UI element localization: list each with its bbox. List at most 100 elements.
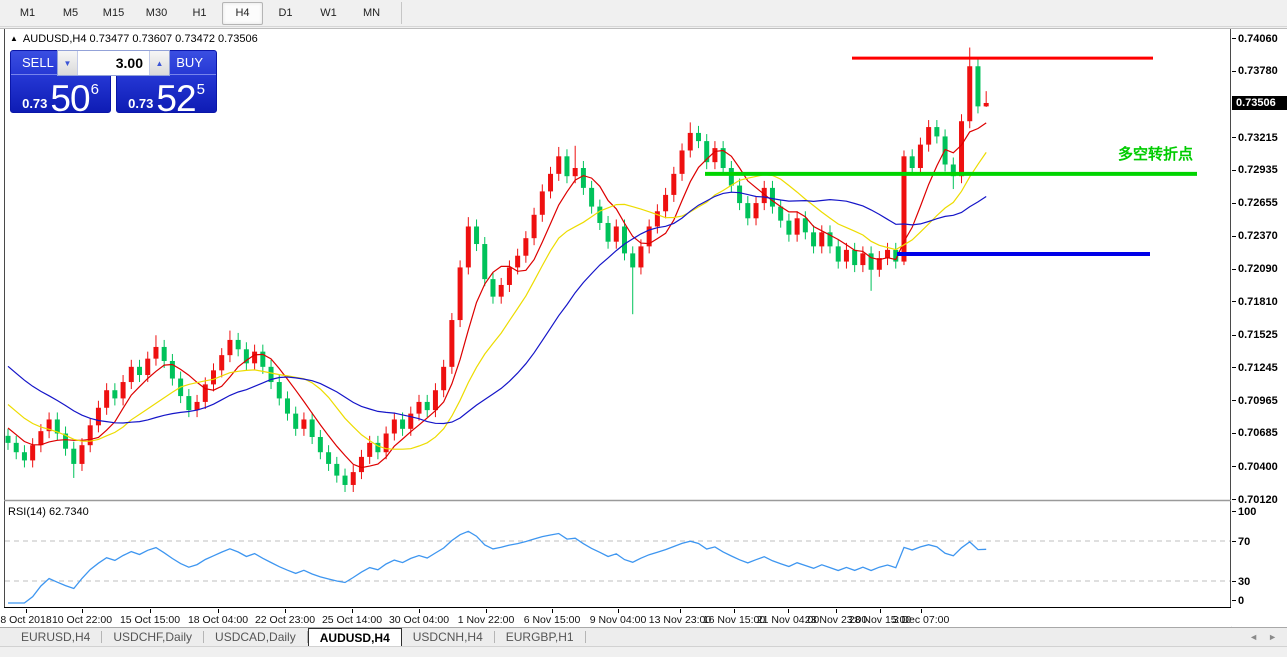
time-axis-tick	[285, 609, 286, 613]
candle-body	[827, 232, 833, 247]
axis-tick	[1232, 511, 1236, 512]
axis-tick	[1232, 581, 1236, 582]
candle-body	[704, 141, 710, 163]
candle-body	[211, 370, 216, 385]
sell-label: SELL	[22, 55, 54, 70]
time-axis-tick	[150, 609, 151, 613]
axis-tick	[1232, 466, 1236, 468]
volume-increase-icon[interactable]: ▲	[149, 51, 169, 75]
candle-body	[416, 401, 422, 414]
chart-tab-usdcad-daily[interactable]: USDCAD,Daily	[215, 630, 296, 644]
price-axis-label: 0.72935	[1232, 164, 1287, 177]
candle-body	[441, 366, 447, 391]
tabs-scroll-left-icon[interactable]: ◄	[1249, 632, 1259, 642]
time-axis-tick	[82, 609, 83, 613]
candle-body	[71, 448, 77, 464]
timeframe-button-mn[interactable]: MN	[362, 7, 381, 19]
axis-tick	[1232, 541, 1236, 542]
price-axis-label: 0.74060	[1232, 32, 1287, 45]
candle-body	[613, 226, 619, 242]
chart-canvas[interactable]	[0, 29, 1232, 608]
candle-body	[531, 214, 537, 239]
candle-body	[457, 267, 463, 321]
candle-body	[276, 382, 282, 399]
chart-tab-bar: EURUSD,H4 USDCHF,Daily USDCAD,Daily AUDUSD,…	[0, 627, 1287, 646]
axis-tick	[1232, 499, 1236, 500]
candle-body	[5, 435, 11, 443]
candle-body	[712, 148, 718, 163]
tabs-scroll-right-icon[interactable]: ►	[1268, 632, 1277, 642]
chart-tab-audusd-h4[interactable]: AUDUSD,H4	[307, 628, 402, 646]
candle-body	[868, 253, 874, 270]
time-axis-tick	[836, 609, 837, 613]
price-axis-label: 0.70685	[1232, 427, 1287, 440]
chart-tab-usdcnh-h4[interactable]: USDCNH,H4	[412, 630, 483, 644]
timeframe-button-h1[interactable]: H1	[192, 7, 207, 19]
candle-body	[876, 258, 882, 270]
timeframe-button-m30[interactable]: M30	[145, 7, 168, 19]
tab-separator	[584, 631, 586, 643]
chart-tab-eurgbp-h1[interactable]: EURGBP,H1	[505, 630, 574, 644]
candle-body	[112, 390, 118, 399]
axis-tick	[1232, 600, 1236, 601]
timeframe-button-m5[interactable]: M5	[62, 7, 79, 19]
candle-body	[523, 238, 529, 256]
time-axis-tick	[218, 609, 219, 613]
price-axis[interactable]: 0.74060 0.73780 0.73215 0.72935 0.72655 0.723…	[1232, 29, 1287, 627]
price-axis-label: 0.73780	[1232, 65, 1287, 78]
candle-body	[169, 360, 175, 379]
price-axis-label: 0.73215	[1232, 131, 1287, 144]
timeframe-button-m1[interactable]: M1	[19, 7, 36, 19]
candle-body	[983, 102, 989, 107]
candle-body	[926, 127, 932, 145]
candle-body	[786, 220, 792, 235]
candle-body	[449, 320, 455, 367]
axis-tick	[1232, 235, 1236, 237]
chart-tab-usdchf-daily[interactable]: USDCHF,Daily	[113, 630, 193, 644]
candle-body	[646, 226, 652, 247]
tab-separator	[101, 631, 103, 643]
price-axis-label: 0.71245	[1232, 361, 1287, 374]
candle-body	[572, 168, 578, 177]
price-axis-label: 0.70400	[1232, 460, 1287, 473]
timeframe-button-w1[interactable]: W1	[320, 7, 337, 19]
sell-price: 0.73 50 6	[11, 75, 110, 118]
axis-tick	[1232, 334, 1236, 336]
chart-tab-eurusd-h4[interactable]: EURUSD,H4	[21, 630, 91, 644]
candle-body	[424, 401, 430, 411]
timeframe-button-m15[interactable]: M15	[102, 7, 125, 19]
candle-body	[334, 463, 340, 476]
candle-body	[663, 194, 669, 212]
turning-point-annotation: 多空转折点	[1117, 146, 1193, 163]
candle-body	[605, 222, 611, 242]
time-axis-label: 22 Oct 23:00	[254, 614, 316, 626]
candle-body	[819, 232, 825, 247]
time-axis-label: 23 Nov 23:00	[804, 614, 868, 626]
axis-tick	[1232, 367, 1236, 369]
time-axis[interactable]: 8 Oct 2018 10 Oct 22:00 15 Oct 15:00 18 Oct…	[0, 608, 1231, 627]
candle-body	[46, 419, 52, 432]
candle-body	[539, 191, 545, 215]
rsi-axis-label: 100	[1232, 505, 1287, 518]
chart-title-text: AUDUSD,H4 0.73477 0.73607 0.73472 0.7350…	[22, 33, 258, 45]
timeframe-button-h4[interactable]: H4	[222, 1, 263, 25]
candle-body	[268, 366, 274, 383]
candle-body	[301, 419, 307, 429]
tab-separator	[306, 631, 308, 643]
volume-input[interactable]: 3.00	[78, 51, 149, 75]
sell-price-pip: 6	[90, 81, 99, 98]
candle-body	[622, 226, 627, 254]
price-axis-label: 0.71810	[1232, 295, 1287, 308]
candle-body	[778, 206, 784, 221]
timeframe-button-d1[interactable]: D1	[278, 7, 293, 19]
volume-decrease-icon[interactable]: ▼	[58, 51, 78, 75]
candle-body	[284, 398, 290, 414]
candle-body	[309, 419, 315, 438]
candle-body	[860, 253, 866, 266]
candle-body	[811, 232, 817, 247]
time-axis-label: 13 Nov 23:00	[648, 614, 712, 626]
time-axis-label: 9 Nov 04:00	[589, 614, 647, 626]
axis-tick	[1232, 38, 1236, 40]
candle-body	[498, 284, 504, 297]
candle-body	[95, 407, 101, 426]
